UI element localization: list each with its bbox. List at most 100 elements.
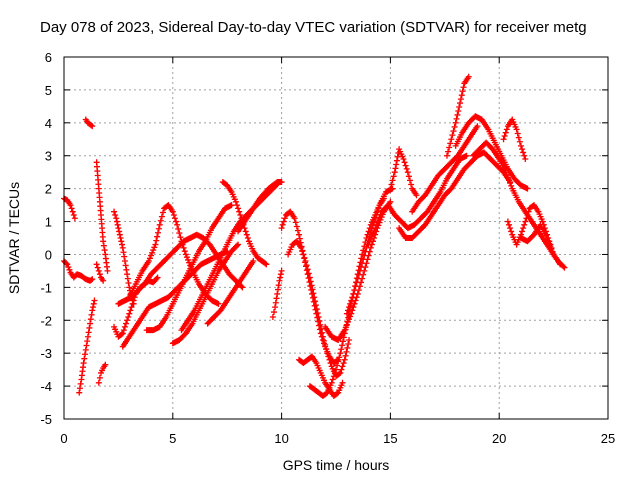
- data-point: [237, 211, 244, 218]
- data-point: [339, 338, 346, 345]
- data-point: [66, 266, 73, 273]
- data-point: [343, 310, 350, 317]
- data-point: [455, 107, 462, 114]
- data-point: [344, 307, 351, 314]
- series-arc-31: [452, 113, 531, 192]
- data-point: [304, 266, 311, 273]
- data-point: [89, 276, 96, 283]
- data-point: [524, 185, 531, 192]
- series-arc-21: [285, 238, 353, 380]
- data-point: [182, 251, 189, 258]
- data-point: [273, 295, 280, 302]
- data-point: [447, 140, 454, 147]
- data-point: [233, 242, 240, 249]
- data-point: [76, 385, 83, 392]
- series-arc-13: [143, 202, 235, 334]
- data-point: [549, 248, 556, 255]
- data-point: [520, 149, 527, 156]
- data-point: [238, 215, 245, 222]
- data-point: [387, 185, 394, 192]
- grid-lines: [64, 57, 608, 419]
- data-point: [326, 356, 333, 363]
- series-arc-33: [500, 116, 529, 163]
- data-point: [522, 218, 529, 225]
- data-point: [328, 379, 335, 386]
- data-point: [90, 304, 97, 311]
- data-point: [463, 152, 470, 159]
- data-point: [278, 179, 285, 186]
- data-point: [373, 222, 380, 229]
- data-point: [85, 329, 92, 336]
- data-point: [316, 317, 323, 324]
- data-point: [279, 221, 286, 228]
- data-point: [448, 136, 455, 143]
- data-point: [459, 88, 466, 95]
- y-tick-label: -2: [40, 313, 52, 328]
- series-arc-27: [387, 146, 420, 199]
- data-point: [120, 249, 127, 256]
- data-point: [331, 369, 338, 376]
- data-point: [115, 225, 122, 232]
- data-point: [153, 237, 160, 244]
- data-point: [125, 279, 132, 286]
- data-point: [413, 192, 420, 199]
- data-point: [457, 96, 464, 103]
- data-point: [352, 283, 359, 290]
- data-point: [156, 221, 163, 228]
- y-axis-label: SDTVAR / TECUs: [6, 182, 22, 294]
- data-point: [170, 211, 177, 218]
- data-point: [343, 348, 350, 355]
- data-point: [95, 267, 102, 274]
- data-point: [314, 310, 321, 317]
- data-point: [154, 233, 161, 240]
- data-point: [346, 316, 353, 323]
- data-point: [91, 297, 98, 304]
- data-point: [503, 126, 510, 133]
- data-point: [342, 352, 349, 359]
- series-arc-04: [76, 297, 98, 396]
- data-point: [453, 115, 460, 122]
- data-point: [174, 221, 181, 228]
- data-point: [334, 390, 341, 397]
- data-point: [374, 219, 381, 226]
- data-point: [160, 209, 167, 216]
- data-point: [354, 275, 361, 282]
- data-point: [308, 282, 315, 289]
- data-point: [321, 337, 328, 344]
- series-arc-30: [443, 73, 472, 159]
- data-point: [94, 264, 101, 271]
- data-point: [368, 233, 375, 240]
- data-point: [372, 225, 379, 232]
- data-point: [179, 241, 186, 248]
- y-tick-label: 3: [45, 149, 52, 164]
- data-point: [403, 165, 410, 172]
- data-point: [158, 213, 165, 220]
- y-tick-label: 4: [45, 116, 52, 131]
- series-arc-28: [396, 149, 514, 241]
- data-point: [507, 225, 514, 232]
- data-point: [294, 227, 301, 234]
- data-point: [319, 333, 326, 340]
- data-point: [87, 316, 94, 323]
- series-arc-26: [365, 152, 470, 248]
- data-point: [88, 122, 95, 129]
- x-tick-label: 0: [60, 431, 67, 446]
- series-arc-18: [235, 179, 285, 235]
- data-point: [338, 366, 345, 373]
- data-point: [84, 338, 91, 345]
- data-point: [350, 290, 357, 297]
- data-point: [515, 134, 522, 141]
- data-point: [112, 211, 119, 218]
- data-point: [272, 304, 279, 311]
- data-point: [521, 221, 528, 228]
- data-point: [146, 255, 153, 262]
- data-point: [180, 244, 187, 251]
- series-arc-05: [93, 159, 111, 274]
- data-point: [514, 130, 521, 137]
- data-point: [126, 284, 133, 291]
- data-point: [88, 311, 95, 318]
- data-point: [360, 256, 367, 263]
- data-point: [339, 363, 346, 370]
- data-point: [317, 321, 324, 328]
- data-point: [501, 132, 508, 139]
